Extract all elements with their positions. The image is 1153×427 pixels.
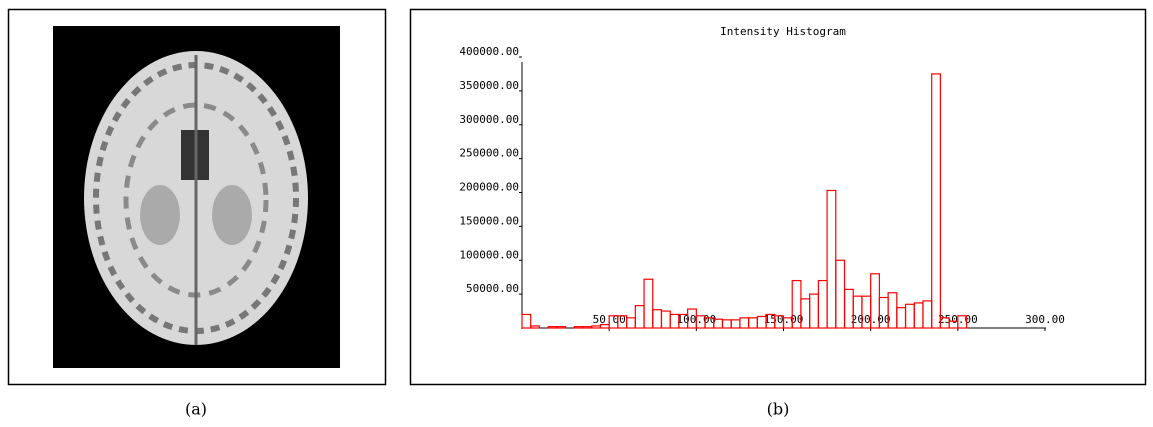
y-tick-label: 150000.00	[459, 214, 519, 227]
y-tick-label: 200000.00	[459, 181, 519, 194]
figure: Intensity Histogram (a) (b) 50000.00 1000…	[0, 0, 1153, 423]
page: Intensity Histogram (a) (b) 50000.00 1000…	[0, 0, 1153, 427]
y-tick-label: 250000.00	[459, 147, 519, 160]
caption: (a)	[185, 400, 207, 419]
y-tick-label: 100000.00	[459, 248, 519, 261]
y-tick-label: 350000.00	[459, 79, 519, 92]
y-tick-label: 300000.00	[459, 113, 519, 126]
y-tick-label: 50000.00	[466, 282, 519, 295]
y-tick-label: 400000.00	[459, 45, 519, 58]
x-tick-label: 300.00	[1025, 313, 1065, 326]
mri-image	[53, 26, 340, 368]
caption: (b)	[767, 400, 790, 419]
chart-title: Intensity Histogram	[720, 25, 846, 38]
